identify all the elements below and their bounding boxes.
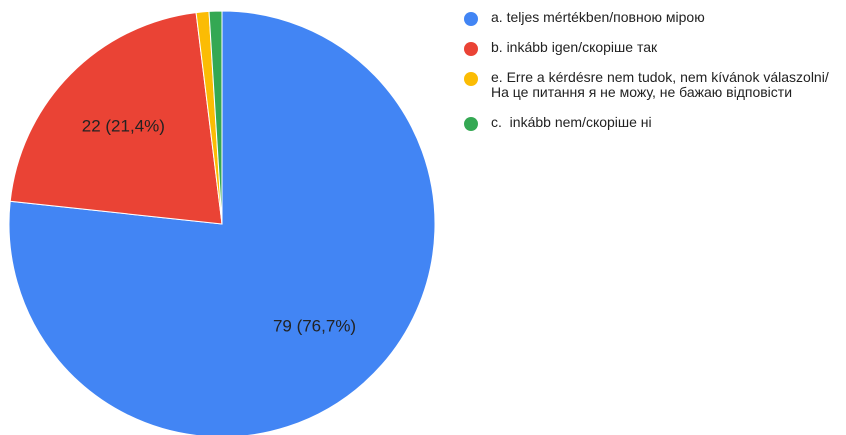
slice-label: 22 (21,4%) xyxy=(82,116,165,135)
legend-label: b. inkább igen/скоріше так xyxy=(491,39,658,55)
legend-item: b. inkább igen/скоріше так xyxy=(462,39,846,56)
pie-slice xyxy=(208,10,223,225)
legend-swatch xyxy=(464,72,478,86)
legend-item: a. teljes mértékben/повною мірою xyxy=(462,9,846,26)
pie-slice xyxy=(8,10,436,435)
legend: a. teljes mértékben/повною мірою b. inkáb… xyxy=(462,10,846,145)
legend-item: c. inkább nem/скоріше ні xyxy=(462,114,846,131)
slice-label: 79 (76,7%) xyxy=(273,316,356,335)
legend-label: a. teljes mértékben/повною мірою xyxy=(491,9,705,25)
legend-label: e. Erre a kérdésre nem tudok, nem kíváno… xyxy=(491,69,829,100)
pie-slice xyxy=(9,12,223,225)
legend-swatch xyxy=(464,42,478,56)
legend-item: e. Erre a kérdésre nem tudok, nem kíváno… xyxy=(462,70,846,100)
legend-swatch xyxy=(464,117,478,131)
legend-label: c. inkább nem/скоріше ні xyxy=(491,114,652,130)
legend-swatch xyxy=(464,12,478,26)
